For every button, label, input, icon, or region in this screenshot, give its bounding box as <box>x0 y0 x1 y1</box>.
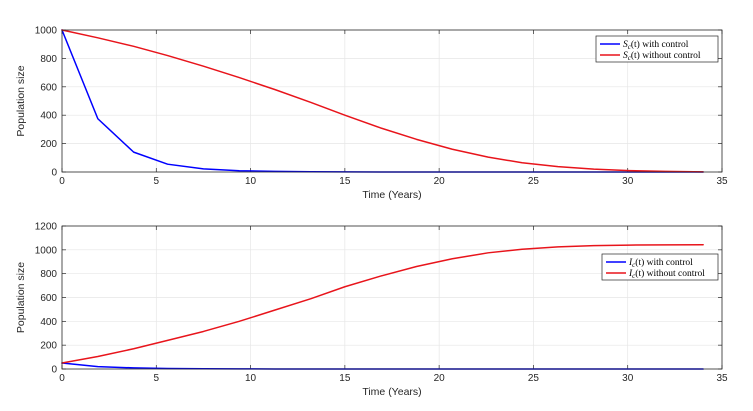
x-tick-label: 30 <box>622 176 634 187</box>
legend-entry-label: Sc(t) without control <box>623 50 701 62</box>
x-tick-label: 35 <box>716 373 728 384</box>
legend-argument: (t) <box>631 39 640 50</box>
y-tick-label: 1200 <box>35 222 58 233</box>
legend-argument: (t) <box>635 268 644 279</box>
legend-suffix: with control <box>644 258 693 268</box>
legend-argument: (t) <box>635 257 644 268</box>
x-tick-label: 30 <box>622 373 634 384</box>
legend-box <box>601 253 719 281</box>
x-tick-label: 35 <box>716 176 728 187</box>
y-tick-label: 0 <box>51 168 57 179</box>
x-axis-label: Time (Years) <box>362 189 421 201</box>
legend-subscript: c <box>632 261 636 269</box>
legend-suffix: without control <box>640 51 701 61</box>
y-tick-label: 400 <box>40 111 57 122</box>
legend-subscript: c <box>628 54 632 62</box>
y-tick-label: 1000 <box>35 245 58 256</box>
legend-suffix: without control <box>644 269 705 279</box>
y-tick-label: 600 <box>40 293 57 304</box>
top-chart-susceptible: 0 5 10 15 20 25 30 35 0 200 400 600 800 1000 Time (Yea… <box>15 26 728 202</box>
y-tick-label: 600 <box>40 82 57 93</box>
x-tick-label: 5 <box>154 176 160 187</box>
x-tick-label: 10 <box>245 373 257 384</box>
legend-entry-label: Sc(t) with control <box>623 39 689 51</box>
legend-symbol: S <box>623 51 628 61</box>
legend-argument: (t) <box>631 50 640 61</box>
y-tick-label: 400 <box>40 317 57 328</box>
y-axis-label: Population size <box>15 65 27 136</box>
x-tick-label: 0 <box>59 373 65 384</box>
series-line-without-control <box>61 29 704 173</box>
x-tick-label: 25 <box>528 176 540 187</box>
legend-symbol: I <box>628 258 633 268</box>
x-axis-label: Time (Years) <box>362 386 421 398</box>
plot-area-frame <box>61 29 723 173</box>
x-tick-label: 15 <box>339 176 351 187</box>
legend-subscript: c <box>632 272 636 280</box>
y-tick-label: 200 <box>40 139 57 150</box>
x-tick-label: 10 <box>245 176 257 187</box>
y-tick-label: 800 <box>40 54 57 65</box>
x-tick-label: 25 <box>528 373 540 384</box>
legend-box <box>595 35 719 63</box>
y-tick-label: 200 <box>40 341 57 352</box>
x-tick-label: 20 <box>434 373 446 384</box>
y-tick-label: 0 <box>51 365 57 376</box>
bottom-chart-infected: 0 5 10 15 20 25 30 35 0 200 400 600 800 1000 1200 Time … <box>15 222 728 399</box>
x-tick-label: 20 <box>434 176 446 187</box>
y-axis-label: Population size <box>15 262 27 333</box>
y-tick-label: 1000 <box>35 26 58 37</box>
legend-subscript: c <box>628 43 632 51</box>
y-tick-label: 800 <box>40 269 57 280</box>
x-tick-label: 15 <box>339 373 351 384</box>
legend-suffix: with control <box>640 40 689 50</box>
series-line-without-control <box>61 243 704 364</box>
legend-entry-label: Ic(t) without control <box>628 268 705 280</box>
series-line-with-control <box>61 362 704 370</box>
plot-area-frame <box>61 225 723 370</box>
x-tick-label: 0 <box>59 176 65 187</box>
x-tick-label: 5 <box>154 373 160 384</box>
legend-symbol: S <box>623 40 628 50</box>
legend-entry-label: Ic(t) with control <box>628 257 693 269</box>
legend-symbol: I <box>628 269 633 279</box>
